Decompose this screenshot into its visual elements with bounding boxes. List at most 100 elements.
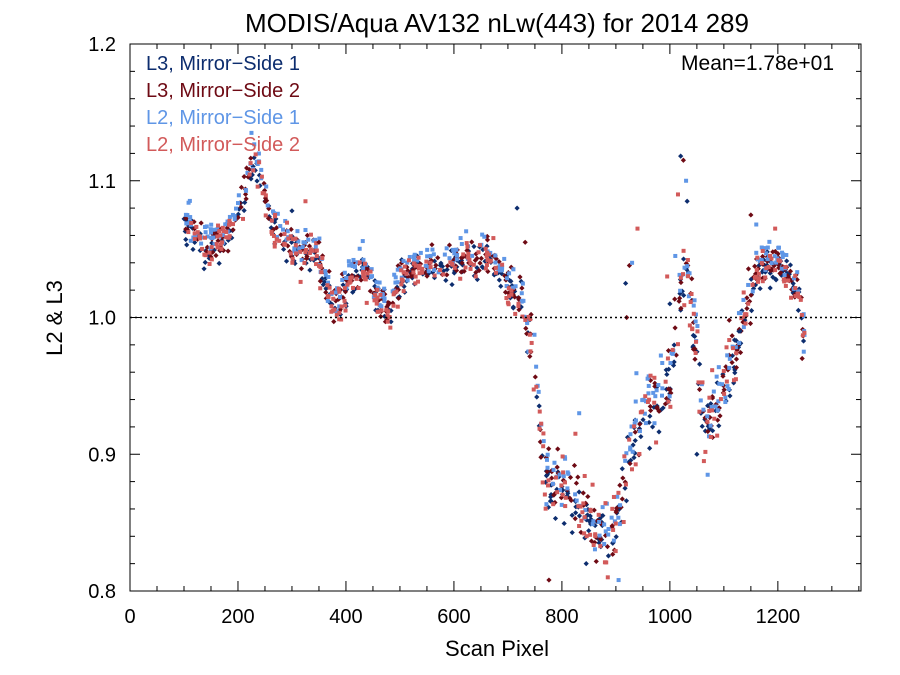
y-axis-label: L2 & L3	[42, 280, 67, 356]
data-point	[627, 437, 632, 442]
data-point	[534, 364, 539, 369]
data-point	[350, 264, 355, 269]
data-point	[666, 399, 671, 404]
data-point	[764, 266, 769, 271]
data-point	[202, 259, 208, 265]
data-point	[190, 246, 196, 252]
data-point	[633, 462, 638, 467]
data-point	[431, 252, 436, 257]
data-point	[314, 241, 319, 246]
data-point	[474, 255, 480, 261]
data-point	[578, 529, 584, 535]
data-point	[377, 303, 382, 308]
data-point	[288, 226, 294, 232]
data-point	[509, 283, 515, 289]
data-point	[581, 501, 586, 506]
data-point	[404, 271, 409, 276]
data-point	[672, 325, 678, 331]
data-point	[716, 399, 721, 404]
data-point	[760, 275, 766, 281]
data-point	[687, 271, 692, 276]
data-point	[598, 544, 603, 549]
data-point	[458, 255, 465, 261]
data-point	[393, 280, 398, 285]
data-point	[310, 256, 315, 261]
data-point	[576, 489, 582, 495]
data-point	[606, 532, 611, 537]
data-point	[754, 222, 759, 227]
data-point	[591, 542, 596, 547]
data-point	[665, 348, 672, 354]
data-point	[753, 274, 758, 279]
data-point	[628, 432, 633, 437]
data-point	[192, 239, 198, 246]
data-point	[539, 421, 544, 426]
data-point	[640, 417, 646, 423]
data-point	[195, 230, 200, 235]
data-point	[801, 349, 806, 354]
data-point	[627, 460, 633, 467]
data-point	[527, 332, 532, 337]
data-point	[372, 298, 377, 303]
legend-entry: L3, Mirror−Side 1	[146, 53, 300, 75]
data-point	[251, 155, 257, 161]
data-point	[740, 319, 746, 325]
data-point	[203, 230, 208, 235]
data-point	[799, 355, 805, 362]
data-point	[491, 236, 496, 241]
data-point	[671, 342, 677, 348]
data-point	[554, 486, 560, 493]
data-point	[339, 304, 344, 309]
data-point	[396, 295, 402, 301]
data-point	[444, 246, 449, 251]
data-point	[604, 544, 611, 550]
data-point	[665, 386, 672, 392]
data-point	[521, 298, 526, 303]
data-point	[466, 251, 471, 256]
data-point	[546, 446, 552, 452]
data-point	[531, 387, 536, 392]
data-point	[679, 288, 685, 294]
x-tick-label: 600	[437, 606, 470, 628]
data-point	[493, 265, 498, 270]
data-point	[647, 377, 654, 384]
data-point	[415, 258, 420, 263]
data-point	[241, 174, 247, 180]
data-point	[371, 295, 376, 300]
data-point	[508, 278, 514, 284]
data-point	[618, 504, 624, 510]
data-point	[302, 260, 307, 265]
data-point	[755, 255, 760, 260]
data-point	[224, 235, 229, 240]
data-point	[474, 265, 480, 271]
data-point	[318, 265, 323, 270]
data-point	[746, 301, 751, 306]
data-point	[334, 309, 339, 314]
data-point	[710, 408, 715, 413]
data-point	[207, 250, 212, 255]
data-point	[622, 454, 627, 459]
data-point	[610, 506, 615, 511]
data-point	[736, 311, 741, 316]
data-point	[319, 270, 324, 275]
data-point	[682, 265, 687, 270]
data-point	[540, 480, 545, 485]
data-point	[362, 275, 367, 280]
data-point	[262, 191, 267, 196]
data-point	[781, 252, 786, 257]
data-point	[336, 286, 341, 291]
data-point	[286, 236, 291, 241]
data-point	[519, 291, 524, 296]
data-point	[648, 407, 654, 414]
data-point	[733, 345, 738, 350]
data-point	[739, 308, 745, 314]
data-point	[215, 227, 220, 232]
data-point	[418, 250, 423, 255]
data-point	[656, 429, 662, 435]
data-point	[304, 232, 310, 238]
data-point	[242, 191, 249, 197]
data-point	[350, 289, 356, 295]
data-point	[760, 248, 765, 253]
data-point	[632, 421, 637, 426]
data-point	[645, 376, 650, 381]
